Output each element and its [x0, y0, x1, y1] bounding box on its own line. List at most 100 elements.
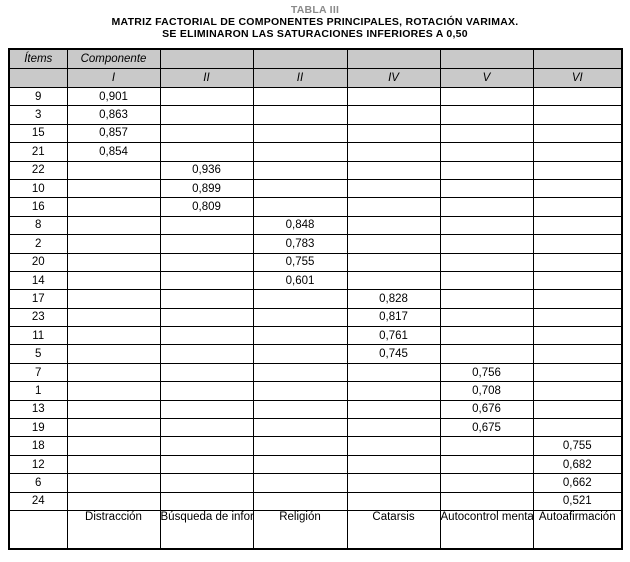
loading-value-cell: 0,745 [346, 344, 441, 364]
loading-value-cell [532, 307, 623, 328]
factor-name-cell: Catarsis [346, 509, 441, 550]
item-number-cell: 2 [8, 234, 68, 254]
item-number-cell: 19 [8, 418, 68, 438]
loading-value-cell [346, 381, 441, 401]
loading-value-cell [439, 307, 534, 328]
loading-value-cell [346, 436, 441, 456]
loading-value-cell [66, 289, 161, 309]
loading-value-cell [532, 289, 623, 309]
table-row: 22 0,936 [8, 160, 623, 180]
loading-value-cell [252, 105, 348, 125]
loading-value-cell [66, 160, 161, 180]
loading-value-cell [159, 234, 254, 254]
table-title-line1: MATRIZ FACTORIAL DE COMPONENTES PRINCIPA… [111, 16, 519, 28]
item-number-cell: 11 [8, 326, 68, 346]
item-number-cell: 9 [8, 86, 68, 107]
table-body: 9 0,901 3 0,863 15 0,857 21 0,854 22 0,936 10 0,899… [8, 86, 623, 511]
loading-value-cell [532, 418, 623, 438]
loading-value-cell [66, 326, 161, 346]
factor-roman-header: II [159, 68, 254, 88]
item-number-cell: 7 [8, 362, 68, 383]
loading-value-cell [439, 123, 534, 144]
loading-value-cell [346, 86, 441, 107]
loading-value-cell [439, 491, 534, 511]
loading-value-cell [439, 234, 534, 254]
loading-value-cell [439, 86, 534, 107]
loading-value-cell [346, 418, 441, 438]
loading-value-cell [159, 381, 254, 401]
loading-value-cell [252, 289, 348, 309]
loading-value-cell [159, 307, 254, 328]
loading-value-cell [346, 491, 441, 511]
loading-value-cell [439, 326, 534, 346]
loading-value-cell [346, 252, 441, 272]
loading-value-cell [252, 381, 348, 401]
loading-value-cell [346, 270, 441, 291]
loading-value-cell: 0,675 [439, 418, 534, 438]
loading-value-cell [532, 270, 623, 291]
item-number-cell: 10 [8, 178, 68, 199]
loading-value-cell: 0,521 [532, 491, 623, 511]
item-number-cell: 20 [8, 252, 68, 272]
loading-value-cell: 0,662 [532, 473, 623, 493]
loading-value-cell [159, 86, 254, 107]
loading-value-cell [532, 86, 623, 107]
loading-value-cell [252, 454, 348, 475]
table-row: 17 0,828 [8, 289, 623, 309]
loading-value-cell [439, 436, 534, 456]
table-row: 11 0,761 [8, 326, 623, 346]
loading-value-cell [252, 344, 348, 364]
loading-value-cell: 0,755 [532, 436, 623, 456]
table-row: 20 0,755 [8, 252, 623, 272]
loading-value-cell [66, 215, 161, 236]
table-row: 10 0,899 [8, 178, 623, 199]
loading-value-cell [346, 197, 441, 217]
table-row: 23 0,817 [8, 307, 623, 328]
loading-value-cell [532, 399, 623, 420]
loading-value-cell [159, 473, 254, 493]
item-number-cell: 17 [8, 289, 68, 309]
item-number-cell: 23 [8, 307, 68, 328]
table-row: 15 0,857 [8, 123, 623, 144]
item-number-cell: 16 [8, 197, 68, 217]
loading-value-cell [159, 252, 254, 272]
item-number-cell: 5 [8, 344, 68, 364]
factor-name-cell: Distracción [66, 509, 161, 550]
item-number-cell: 13 [8, 399, 68, 420]
header-row-labels: Ítems Componente [8, 48, 623, 69]
loading-value-cell [439, 215, 534, 236]
loading-value-cell [159, 105, 254, 125]
table-row: 14 0,601 [8, 270, 623, 291]
loading-value-cell [66, 362, 161, 383]
loading-value-cell [66, 252, 161, 272]
table-caption: TABLA III MATRIZ FACTORIAL DE COMPONENTE… [0, 0, 630, 40]
loading-value-cell [252, 178, 348, 199]
loading-value-cell: 0,857 [66, 123, 161, 144]
loading-value-cell [439, 178, 534, 199]
factor-roman-header: IV [346, 68, 441, 88]
item-number-cell: 8 [8, 215, 68, 236]
table-row: 6 0,662 [8, 473, 623, 493]
loading-value-cell [66, 234, 161, 254]
loading-value-cell [346, 362, 441, 383]
loading-value-cell: 0,848 [252, 215, 348, 236]
loading-value-cell [346, 234, 441, 254]
loading-value-cell [439, 473, 534, 493]
loading-value-cell [159, 270, 254, 291]
table-row: 24 0,521 [8, 491, 623, 511]
loading-value-cell [346, 454, 441, 475]
table-row: 1 0,708 [8, 381, 623, 401]
componente-column-header: Componente [66, 48, 161, 69]
table-row: 9 0,901 [8, 86, 623, 107]
loading-value-cell [66, 344, 161, 364]
loading-value-cell [66, 381, 161, 401]
loading-value-cell [252, 160, 348, 180]
loading-value-cell [439, 105, 534, 125]
loading-value-cell [532, 234, 623, 254]
loading-value-cell [252, 473, 348, 493]
loading-value-cell [439, 160, 534, 180]
empty-header-cell [346, 48, 441, 69]
loading-value-cell [532, 381, 623, 401]
